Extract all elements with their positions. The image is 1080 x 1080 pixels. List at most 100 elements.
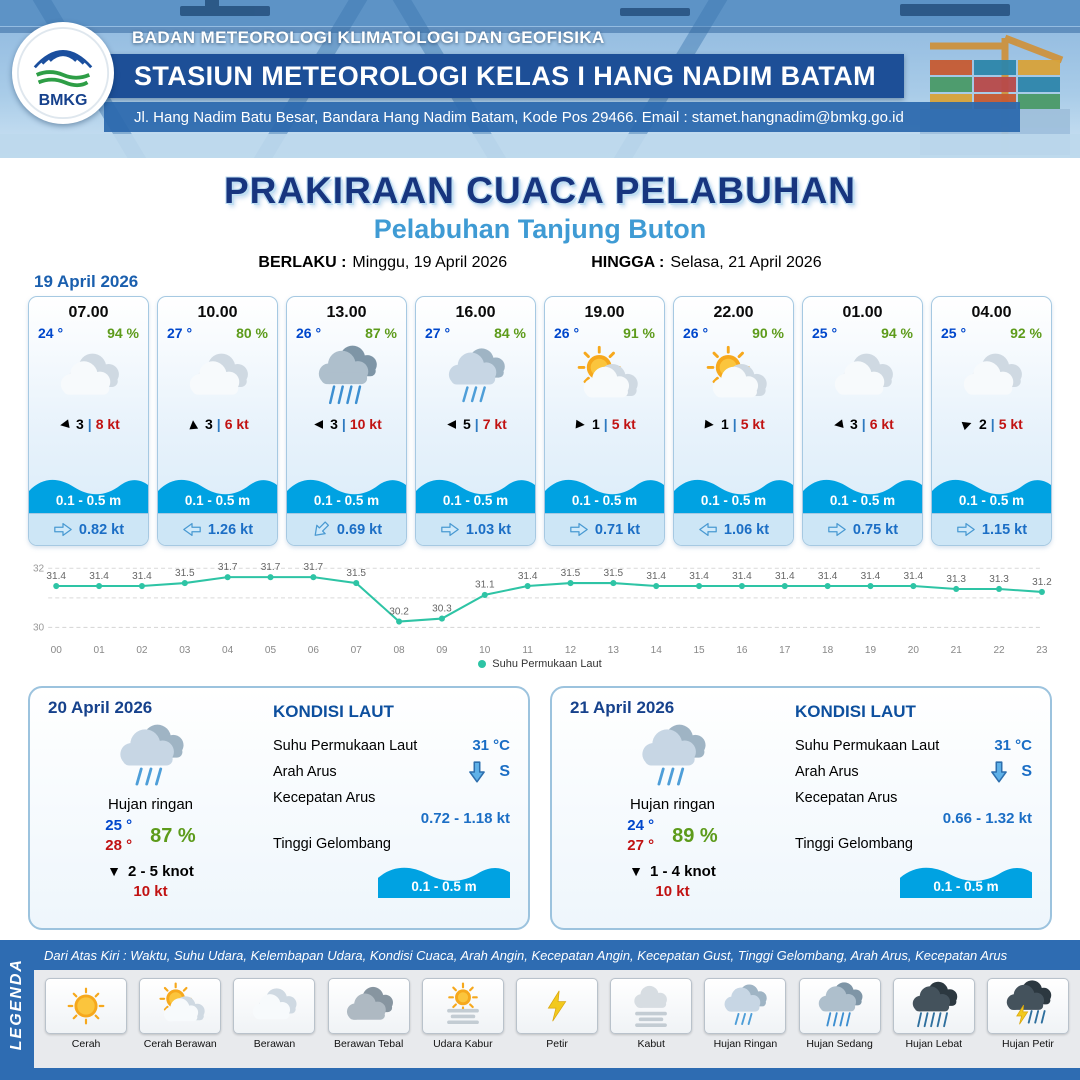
humidity: 89 % [672,824,718,847]
weather-icon-udara-kabur [421,978,504,1034]
temp-humidity-row: 25 ° 92 % [932,322,1051,341]
svg-text:31.3: 31.3 [989,574,1009,585]
wave-height: 0.1 - 0.5 m [803,467,922,513]
forecast-card: 07.00 24 ° 94 % ▲ 3 | 8 kt 0.1 - 0.5 m 0… [28,296,149,546]
daily-weather-summary: 20 April 2026 Hujan ringan 25 ° 28 ° 87 … [48,698,253,918]
min-temperature: 24 ° [627,817,655,834]
current-speed-value: 1.03 kt [465,521,512,538]
temp-humidity-block: 24 ° 27 ° 89 % [627,816,717,857]
air-temperature: 26 ° [296,325,322,341]
wind-direction-arrow-icon: ▲ [443,416,461,432]
forecast-cards-row: 07.00 24 ° 94 % ▲ 3 | 8 kt 0.1 - 0.5 m 0… [0,296,1080,546]
wave-height: 0.1 - 0.5 m [900,856,1032,898]
direction-arrow-icon [309,517,334,542]
svg-text:12: 12 [565,645,577,656]
separator: | [603,416,608,432]
svg-text:19: 19 [865,645,877,656]
wave-height-label: Tinggi Gelombang [795,836,913,852]
svg-text:32: 32 [33,563,45,574]
bmkg-logo: BMKG [12,22,114,124]
wind-speed: 1 [592,416,600,432]
daily-date: 20 April 2026 [48,698,153,717]
weather-icon-hujan-ringan [430,342,522,412]
legend-series-label: Suhu Permukaan Laut [492,658,602,670]
temp-humidity-row: 25 ° 94 % [803,322,922,341]
separator: | [474,416,479,432]
current-speed: 0.75 kt [803,513,922,545]
forecast-card: 13.00 26 ° 87 % ▲ 3 | 10 kt 0.1 - 0.5 m … [286,296,407,546]
air-temperature: 27 ° [425,325,451,341]
air-temperature: 26 ° [554,325,580,341]
svg-text:31.2: 31.2 [1032,577,1052,588]
wave-height: 0.1 - 0.5 m [378,856,510,898]
svg-text:31.3: 31.3 [946,574,966,585]
direction-arrow-icon [990,760,1008,784]
humidity: 90 % [752,325,784,341]
weather-icon-berawan [817,342,909,412]
svg-text:21: 21 [951,645,963,656]
wind-direction-arrow-icon: ▲ [828,415,849,433]
legend-item: Berawan Tebal [325,978,413,1050]
logo-arcs [33,50,93,69]
legend-note: Dari Atas Kiri : Waktu, Suhu Udara, Kele… [34,940,1080,970]
air-temperature: 27 ° [167,325,193,341]
humidity: 87 % [365,325,397,341]
separator: | [861,416,866,432]
address-strip: Jl. Hang Nadim Batu Besar, Bandara Hang … [104,102,1020,132]
wave-height-value: 0.1 - 0.5 m [571,493,638,508]
weather-icon-berawan [233,978,316,1034]
weather-condition: Hujan ringan [629,796,716,813]
legend-label: Cerah Berawan [143,1038,217,1050]
wind-direction-arrow-icon: ▼ [107,863,121,879]
wave-height-value: 0.1 - 0.5 m [184,493,251,508]
wave-height: 0.1 - 0.5 m [29,467,148,513]
legend-item: Udara Kabur [419,978,507,1050]
temp-humidity-row: 26 ° 91 % [545,322,664,341]
legend-label: Kabut [637,1038,665,1050]
wind-row: ▲ 1 | 5 kt [571,412,635,436]
wind-speed: 3 [76,416,84,432]
current-speed-value: 1.15 kt [981,521,1028,538]
air-temperature: 25 ° [941,325,967,341]
weather-icon-hujan-sedang [798,978,881,1034]
address-text: Jl. Hang Nadim Batu Besar, Bandara Hang … [134,108,904,126]
current-speed: 1.03 kt [416,513,535,545]
svg-text:31.5: 31.5 [175,568,195,579]
current-speed-value: 0.82 kt [78,521,125,538]
forecast-time: 16.00 [455,304,496,321]
temp-humidity-row: 26 ° 87 % [287,322,406,341]
svg-text:31.4: 31.4 [904,571,924,582]
gust-speed: 6 kt [869,416,894,432]
humidity: 92 % [1010,325,1042,341]
weather-icon-hujan-ringan [95,718,207,796]
forecast-time: 04.00 [971,304,1012,321]
legend-item: Petir [513,978,601,1050]
svg-text:31.4: 31.4 [646,571,666,582]
gust-speed: 6 kt [224,416,249,432]
svg-text:31.4: 31.4 [775,571,795,582]
legend-label: Petir [546,1038,568,1050]
forecast-card: 01.00 25 ° 94 % ▲ 3 | 6 kt 0.1 - 0.5 m 0… [802,296,923,546]
ship-silhouettes [180,0,1010,16]
svg-text:04: 04 [222,645,234,656]
current-speed: 0.71 kt [545,513,664,545]
weather-icon-hujan-ringan [617,718,729,796]
legend-label: Berawan Tebal [334,1038,404,1050]
wind-speed: 2 [979,416,987,432]
current-speed-label: Kecepatan Arus [273,790,376,806]
wind-row: ▲ 1 | 5 kt [700,412,765,436]
sea-conditions: KONDISI LAUT Suhu Permukaan Laut 31 °C Ar… [263,698,510,918]
svg-text:31.4: 31.4 [818,571,838,582]
svg-text:30: 30 [33,622,45,633]
weather-icon-cerah-berawan [559,342,651,412]
daily-weather-summary: 21 April 2026 Hujan ringan 24 ° 27 ° 89 … [570,698,775,918]
port-name: Pelabuhan Tanjung Buton [373,214,707,244]
svg-text:31.7: 31.7 [261,562,281,573]
gust-speed: 5 kt [740,416,765,432]
wave-height-value: 0.1 - 0.5 m [313,493,380,508]
berlaku-value: Minggu, 19 April 2026 [352,254,508,271]
forecast-time: 07.00 [68,304,109,321]
current-direction: S [987,760,1032,784]
logo-text: BMKG [39,92,88,109]
gust-speed: 7 kt [482,416,507,432]
